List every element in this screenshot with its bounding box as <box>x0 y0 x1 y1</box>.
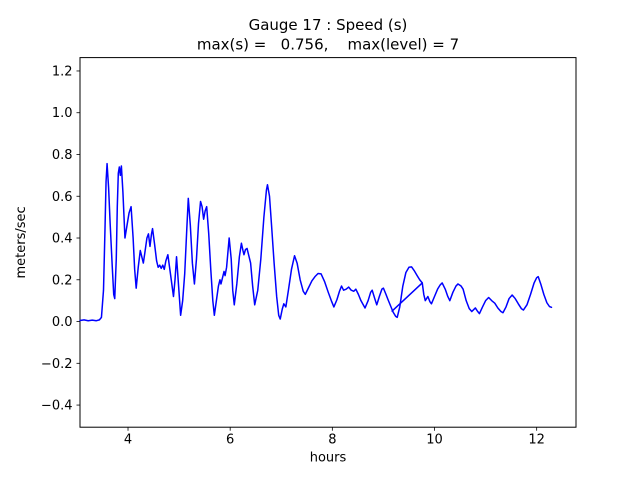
y-tick-label: −0.4 <box>41 399 73 414</box>
speed-line <box>79 162 553 322</box>
y-axis-label: meters/sec <box>14 206 29 278</box>
x-tick-label: 4 <box>124 433 132 448</box>
x-axis-ticks: 4 6 8 10 12 <box>124 427 545 448</box>
y-tick-label: 0.8 <box>52 148 73 163</box>
y-tick-label: 0.2 <box>52 273 73 288</box>
chart-title-line1: Gauge 17 : Speed (s) <box>249 16 408 34</box>
plot-frame <box>79 57 577 428</box>
y-tick-label: 1.0 <box>52 106 73 121</box>
y-tick-label: 0.6 <box>52 190 73 205</box>
glitch-chord-line <box>391 282 423 312</box>
x-tick-label: 6 <box>226 433 234 448</box>
y-tick-label: 1.2 <box>52 64 73 79</box>
y-axis-ticks: −0.4 −0.2 0.0 0.2 0.4 0.6 0.8 1.0 1.2 <box>41 64 80 414</box>
chart-title-line2: max(s) = 0.756, max(level) = 7 <box>197 36 459 54</box>
y-tick-label: −0.2 <box>41 357 73 372</box>
y-tick-label: 0.0 <box>52 315 73 330</box>
x-tick-label: 12 <box>528 433 545 448</box>
y-tick-label: 0.4 <box>52 232 73 247</box>
x-axis-label: hours <box>310 451 347 466</box>
x-tick-label: 10 <box>426 433 443 448</box>
data-series <box>79 162 553 322</box>
x-tick-label: 8 <box>328 433 336 448</box>
